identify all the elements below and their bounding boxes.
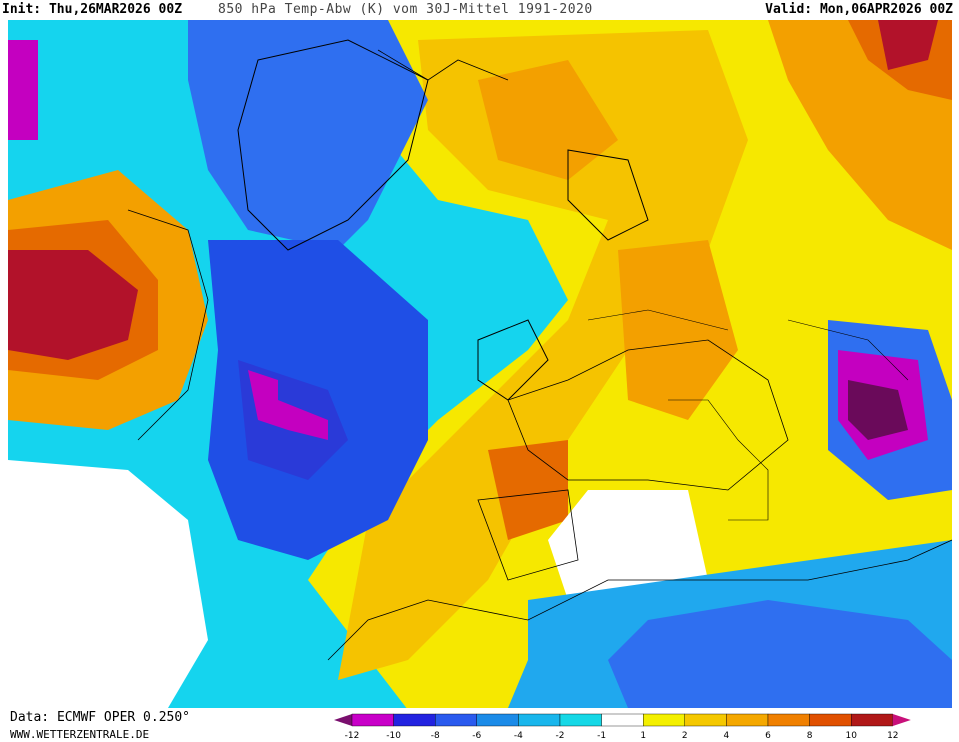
legend-tick-label: 10: [845, 731, 857, 741]
border-balkans: [668, 399, 769, 521]
legend-tick-label: -6: [472, 731, 481, 741]
map-footer: Data: ECMWF OPER 0.250° WWW.WETTERZENTRA…: [0, 708, 959, 741]
coastline-north-america: [127, 209, 209, 441]
legend-swatch: [434, 713, 477, 727]
warm-core-baltic: [618, 240, 738, 420]
legend-tick-label: -1: [597, 731, 606, 741]
map-canvas: [8, 20, 952, 708]
cold-core-north-pacific: [8, 40, 38, 140]
border-central-europe: [587, 309, 729, 331]
legend-swatch: [809, 713, 852, 727]
map-title: 850 hPa Temp-Abw (K) vom 30J-Mittel 1991…: [218, 2, 593, 17]
coastline-europe: [507, 339, 789, 491]
legend-swatch: [643, 713, 686, 727]
legend-arrow-left: [334, 714, 352, 726]
coastline-british-isles: [477, 319, 549, 401]
legend-tick-label: -8: [431, 731, 440, 741]
hot-core-canada: [8, 250, 138, 360]
legend-swatch: [684, 713, 727, 727]
neutral-zone-west: [8, 460, 208, 708]
warm-core-scandinavia: [478, 60, 618, 180]
color-legend: -12 -10 -8 -6 -4 -2 -1 1 2 4 6 8 10 12: [334, 713, 911, 741]
hot-spot-russia: [878, 20, 938, 70]
website-label: WWW.WETTERZENTRALE.DE: [10, 728, 150, 741]
coastline-scandinavia: [567, 149, 649, 241]
legend-tick-label: 6: [765, 731, 771, 741]
map-header: Init: Thu,26MAR2026 00Z 850 hPa Temp-Abw…: [0, 0, 959, 20]
legend-swatch: [726, 713, 769, 727]
valid-time: Valid: Mon,06APR2026 00Z: [765, 2, 953, 17]
data-source-label: Data: ECMWF OPER 0.250°: [10, 710, 191, 725]
legend-tick-label: 4: [724, 731, 730, 741]
legend-swatch: [559, 713, 602, 727]
cold-center-caspian: [848, 380, 908, 440]
warm-core-europe: [338, 30, 748, 680]
legend-swatch: [393, 713, 436, 727]
legend-swatch: [518, 713, 561, 727]
legend-tick-label: -12: [345, 731, 360, 741]
coastline-north-africa: [327, 539, 952, 661]
legend-swatch: [851, 713, 894, 727]
coastline-svalbard: [377, 49, 509, 81]
border-russia: [787, 319, 909, 381]
legend-arrow-right: [892, 714, 911, 726]
legend-swatch: [476, 713, 519, 727]
legend-swatch: [351, 713, 394, 727]
legend-tick-label: 12: [887, 731, 898, 741]
legend-tick-label: 2: [682, 731, 688, 741]
coastline-greenland: [237, 39, 429, 251]
legend-swatch: [601, 713, 644, 727]
coastline-iberia: [477, 489, 579, 581]
cold-extreme-atlantic: [248, 370, 328, 440]
legend-tick-label: -4: [514, 731, 523, 741]
legend-tick-label: 8: [807, 731, 813, 741]
legend-tick-label: -10: [386, 731, 401, 741]
temperature-anomaly-map: [8, 20, 952, 708]
legend-tick-label: -2: [556, 731, 565, 741]
legend-swatch: [767, 713, 810, 727]
cold-anomaly-north-africa: [608, 600, 952, 708]
init-time: Init: Thu,26MAR2026 00Z: [2, 2, 183, 17]
cold-anomaly-greenland: [188, 20, 428, 250]
legend-tick-label: 1: [640, 731, 646, 741]
